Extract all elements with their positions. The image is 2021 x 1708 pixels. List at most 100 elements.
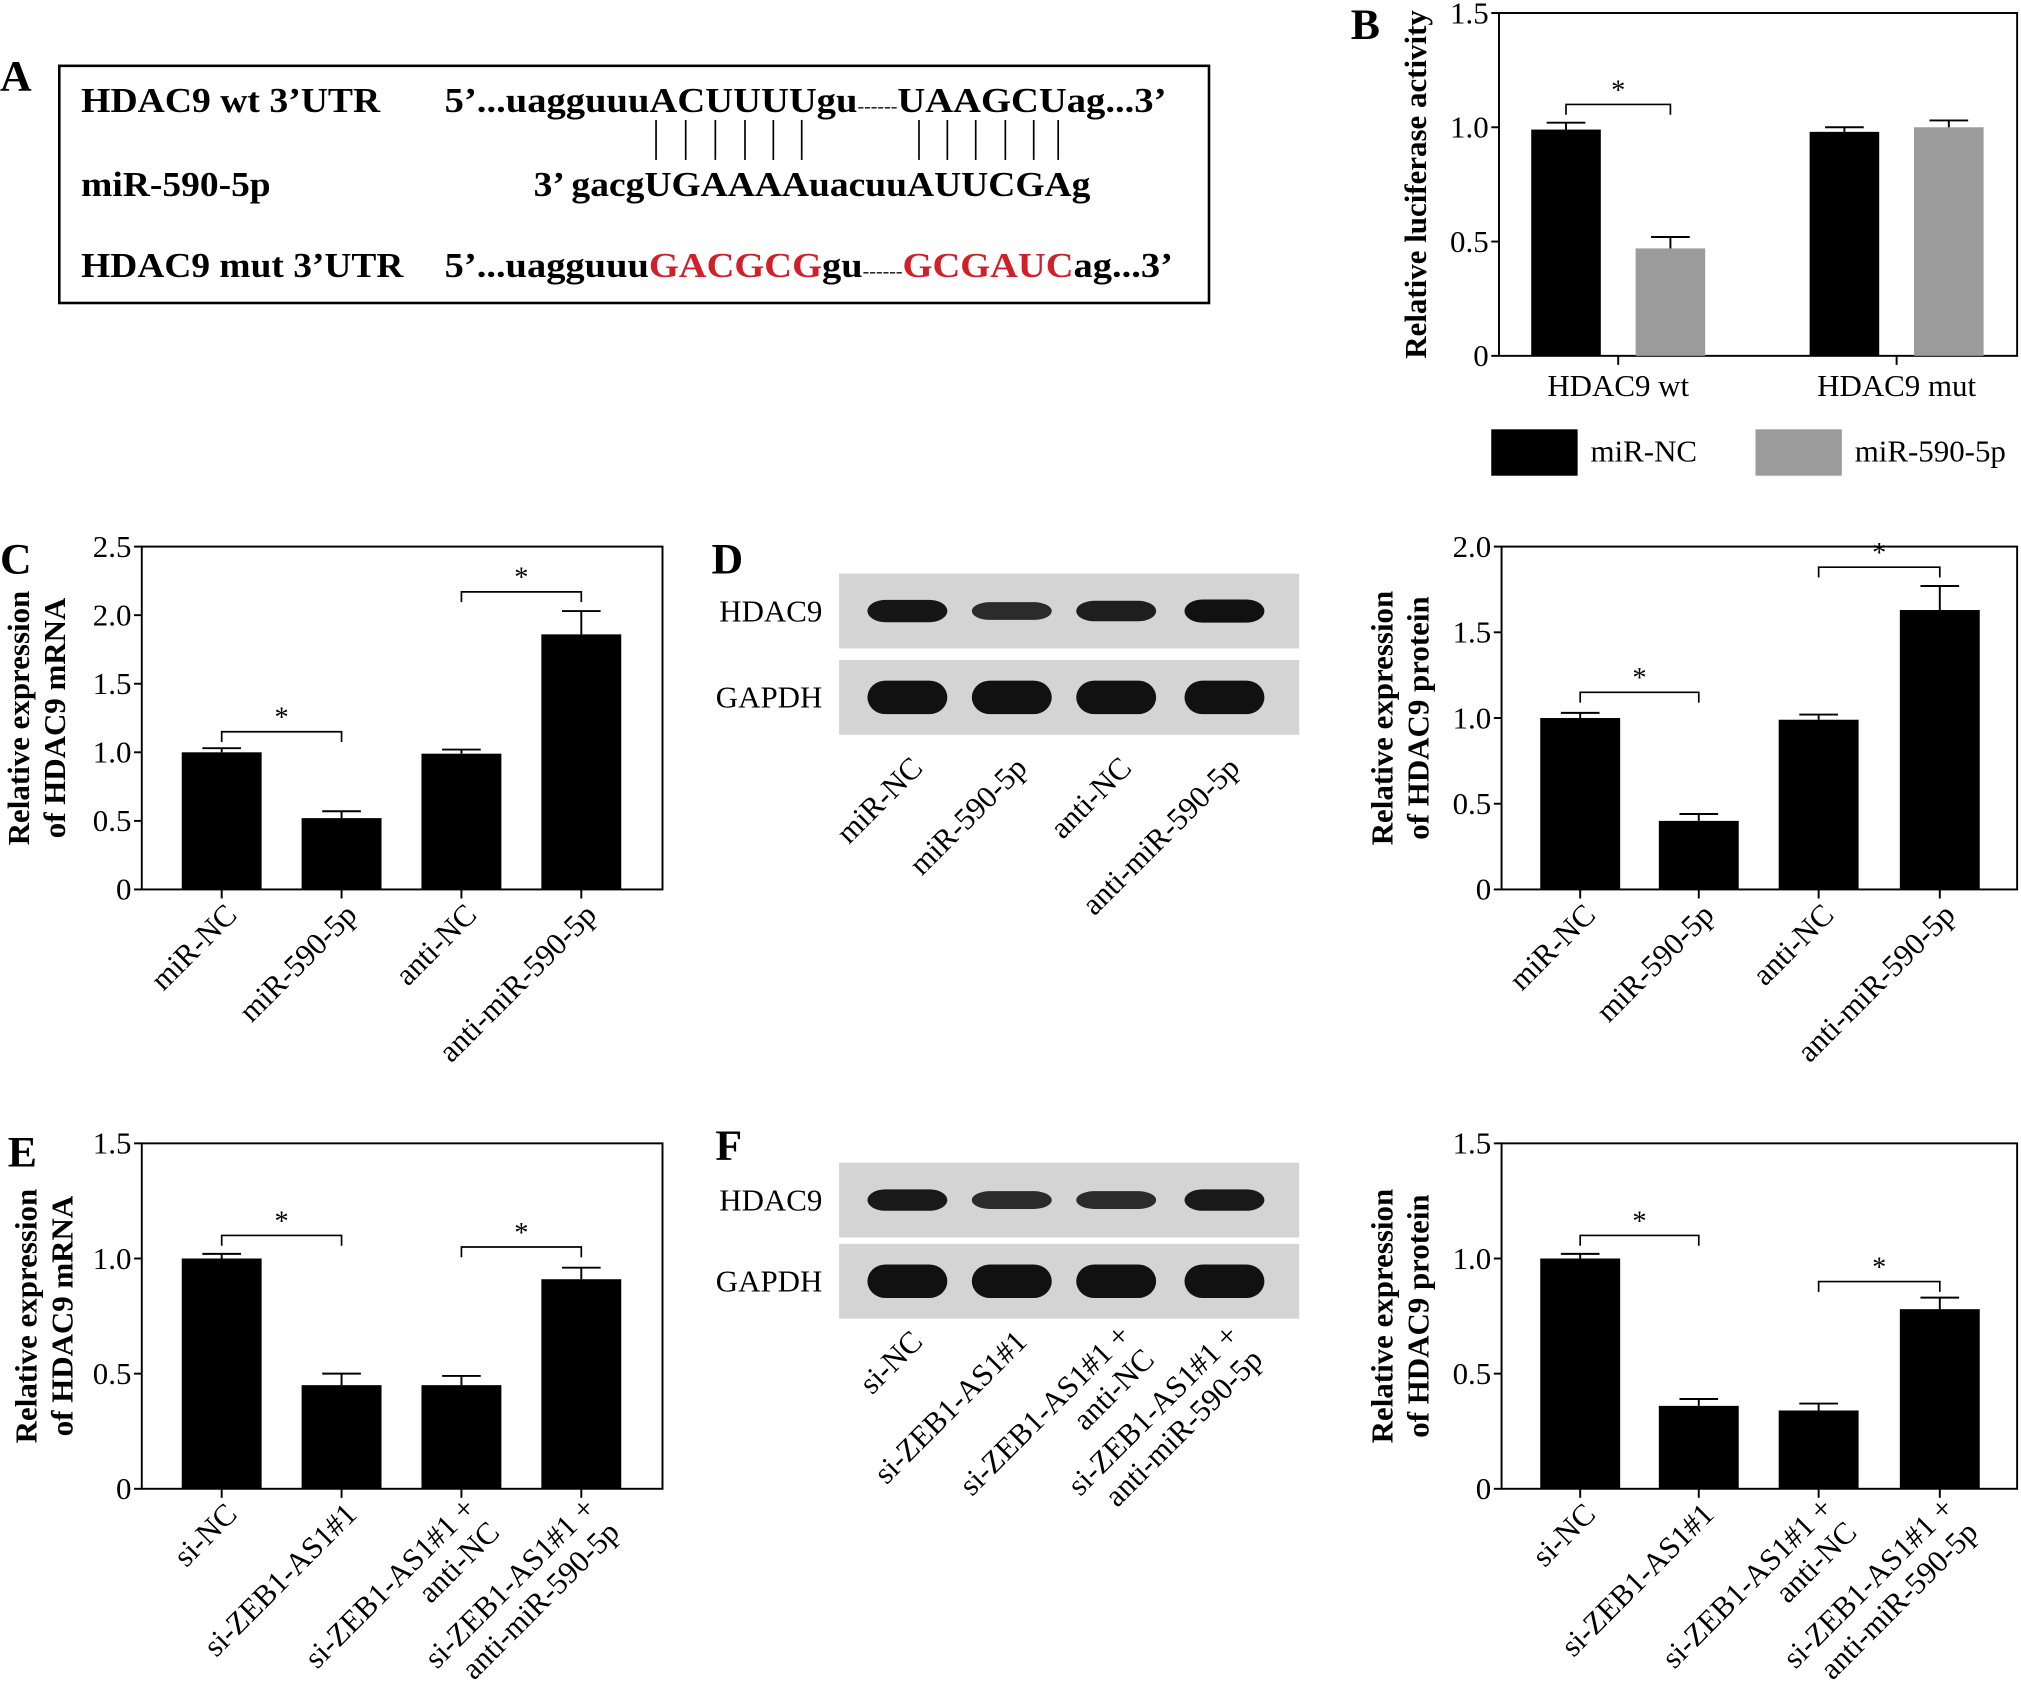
y-tick-label: 0 <box>1476 1471 1491 1506</box>
significance-star: * <box>275 1206 289 1237</box>
protein-band <box>1076 680 1157 715</box>
protein-band <box>971 680 1052 715</box>
label-line: si-NC <box>852 1323 929 1400</box>
panel-letter-e: E <box>8 1129 37 1177</box>
y-tick-label: 1.0 <box>1453 1241 1492 1276</box>
sequence-segment: 5’...uagguuu <box>445 81 650 120</box>
y-tick-label: 1.5 <box>93 1126 132 1161</box>
y-tick-label: 1.0 <box>1453 700 1492 735</box>
significance-bracket <box>460 1246 583 1258</box>
significance-bracket <box>1579 691 1700 703</box>
y-tick-label: 0 <box>1473 338 1488 373</box>
protein-band <box>971 1264 1052 1299</box>
blot-row-label: GAPDH <box>716 680 823 715</box>
sequence-segment: 5’...uagguuu <box>445 246 649 285</box>
significance-star: * <box>514 563 528 594</box>
significance-star: * <box>514 1218 528 1249</box>
protein-band <box>867 680 948 715</box>
panel-letter-d: D <box>711 536 743 584</box>
bar <box>1658 1405 1739 1489</box>
sequence-segment: gu <box>822 246 863 285</box>
y-axis-label: of HDAC9 mRNA <box>37 597 72 838</box>
y-tick-label: 1.5 <box>1453 615 1492 650</box>
y-tick-label: 0.5 <box>1453 786 1492 821</box>
protein-band <box>1184 599 1265 623</box>
y-tick-label: 0.5 <box>1450 224 1489 259</box>
protein-band <box>1184 680 1265 715</box>
mutated-bases: GCGAUC <box>903 246 1074 285</box>
alignment-box <box>58 64 1211 305</box>
significance-bracket <box>220 730 343 743</box>
protein-band <box>867 1264 948 1299</box>
panel-letter-c: C <box>0 536 32 584</box>
y-axis-label: Relative expression <box>1365 1189 1400 1444</box>
x-category-label: miR-590-5p <box>1589 897 1721 1029</box>
lane-label: anti-NC <box>1043 750 1138 845</box>
y-axis-label: of HDAC9 protein <box>1401 1194 1436 1437</box>
sequence-segment: ------ <box>863 261 903 281</box>
sequence: 5’...uagguuu ACUUUU gu ------ UAAGCU ag...3’ <box>445 81 1167 120</box>
row-label: HDAC9 wt 3’UTR <box>81 81 381 120</box>
bar-chart-d: 0 0.5 1.0 1.5 2.0 Relative expression of HDAC9… <box>1365 529 2019 1069</box>
label-line: miR-NC <box>829 750 929 850</box>
label-line: miR-NC <box>1502 897 1602 997</box>
plot-frame <box>1500 1142 2019 1490</box>
panel-letter-f: F <box>715 1122 742 1170</box>
protein-band <box>1184 1264 1265 1299</box>
significance-star: * <box>1872 1252 1886 1283</box>
bar-mir-nc <box>1531 129 1601 356</box>
significance-star: * <box>1632 1206 1646 1237</box>
plot-frame <box>1498 12 2019 357</box>
sequence-segment: UAAGCU <box>897 81 1066 120</box>
significance-star: * <box>275 703 289 734</box>
label-line: si-NC <box>1525 1496 1602 1573</box>
y-tick-label: 1.5 <box>1450 0 1489 30</box>
bar <box>181 1258 262 1489</box>
x-category-label: anti-NC <box>1745 897 1840 992</box>
bar <box>541 634 622 890</box>
y-tick-label: 0.5 <box>93 803 132 838</box>
x-category-label: miR-590-5p <box>232 897 364 1029</box>
y-tick-label: 0 <box>116 1471 131 1506</box>
y-axis-label: Relative expression <box>1365 591 1400 846</box>
protein-band <box>1076 1191 1157 1209</box>
protein-band <box>1076 1264 1157 1299</box>
y-tick-label: 0.5 <box>1453 1356 1492 1391</box>
legend-label: miR-NC <box>1591 434 1698 469</box>
y-tick-label: 1.0 <box>93 1241 132 1276</box>
protein-band <box>867 1189 948 1211</box>
bar-mir-590-5p <box>1635 248 1706 356</box>
bar-mir-590-5p <box>1914 127 1984 356</box>
label-line: anti-NC <box>388 897 483 992</box>
sequence-segment: 3’ gacgUGAAAAuacuuAUUCGAg <box>534 165 1091 204</box>
y-tick-label: 0.5 <box>93 1356 132 1391</box>
bar <box>421 753 502 890</box>
label-line: miR-590-5p <box>1589 897 1721 1029</box>
label-line: miR-590-5p <box>232 897 364 1029</box>
significance-bracket <box>1817 1280 1941 1292</box>
y-tick-label: 1.0 <box>93 735 132 770</box>
bar-chart-e: 0 0.5 1.0 1.5 Relative expression of HDAC9 mR… <box>9 1126 664 1686</box>
bar-mir-nc <box>1809 131 1880 356</box>
y-tick-label: 1.5 <box>93 666 132 701</box>
protein-band <box>971 602 1052 620</box>
panel-letter-b: B <box>1351 1 1380 49</box>
blot-row-label: HDAC9 <box>719 1182 822 1217</box>
x-category-label: HDAC9 wt <box>1547 368 1689 403</box>
y-tick-label: 1.5 <box>1453 1126 1492 1161</box>
legend-swatch <box>1491 429 1578 476</box>
sequence-segment: gu <box>817 81 858 120</box>
protein-band <box>1076 600 1157 622</box>
x-category-label: si-NC <box>1525 1496 1602 1573</box>
bar <box>181 752 262 890</box>
legend-swatch <box>1755 429 1842 476</box>
significance-bracket <box>1579 1234 1700 1246</box>
bar <box>1778 1410 1859 1489</box>
y-axis-label: Relative expression <box>1 591 36 846</box>
significance-star: * <box>1632 663 1646 694</box>
legend-label: miR-590-5p <box>1855 434 2006 469</box>
blot-row-label: GAPDH <box>716 1264 823 1299</box>
y-tick-label: 2.0 <box>93 597 132 632</box>
